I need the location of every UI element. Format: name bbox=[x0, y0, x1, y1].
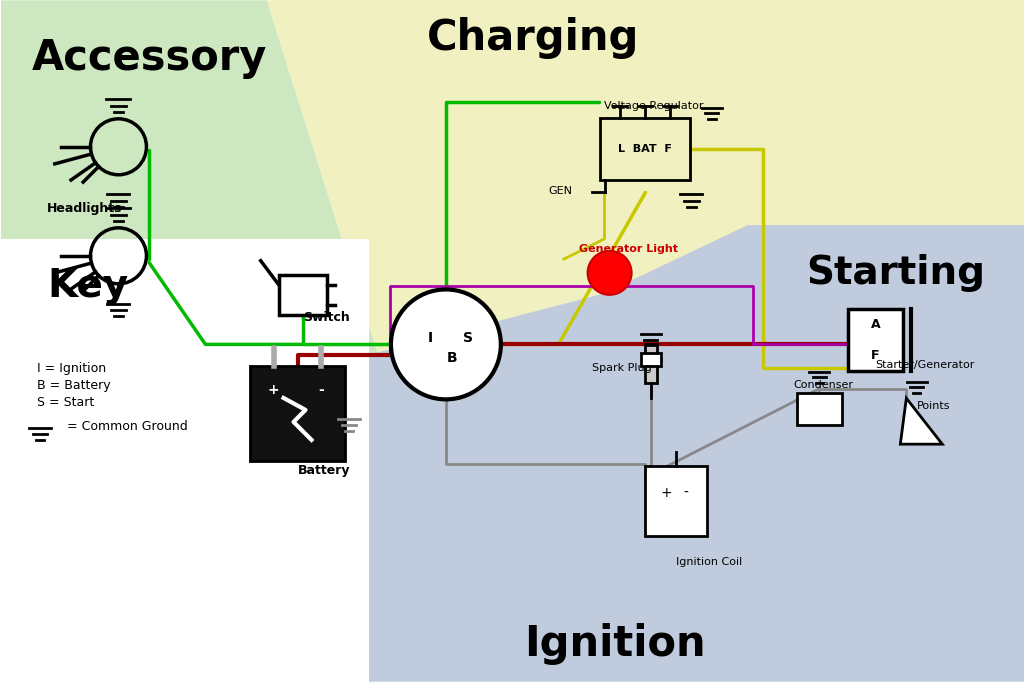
Text: Ignition Coil: Ignition Coil bbox=[676, 557, 742, 567]
Bar bbox=[641, 353, 660, 366]
Bar bbox=[644, 344, 656, 383]
Text: Generator Light: Generator Light bbox=[579, 244, 678, 254]
Text: Spark Plug: Spark Plug bbox=[592, 364, 652, 373]
Text: Battery: Battery bbox=[298, 464, 350, 477]
Text: Accessory: Accessory bbox=[32, 38, 267, 79]
Text: F: F bbox=[871, 349, 880, 361]
Text: = Common Ground: = Common Ground bbox=[68, 419, 188, 432]
Text: Starter/Generator: Starter/Generator bbox=[876, 360, 975, 370]
Text: I: I bbox=[427, 331, 432, 345]
Polygon shape bbox=[1, 239, 369, 682]
Circle shape bbox=[391, 289, 501, 400]
Text: A: A bbox=[870, 318, 881, 331]
Bar bbox=[797, 393, 842, 425]
Text: Condenser: Condenser bbox=[794, 381, 854, 390]
Text: Switch: Switch bbox=[303, 310, 349, 324]
Polygon shape bbox=[267, 0, 1024, 587]
Polygon shape bbox=[900, 398, 942, 444]
Bar bbox=[848, 309, 903, 370]
Bar bbox=[645, 466, 708, 536]
Bar bbox=[600, 118, 690, 180]
Text: S: S bbox=[463, 331, 473, 345]
Text: +: + bbox=[268, 383, 280, 397]
Text: +: + bbox=[660, 486, 672, 500]
Text: B = Battery: B = Battery bbox=[37, 379, 111, 391]
Text: I = Ignition: I = Ignition bbox=[37, 361, 105, 374]
Text: GEN: GEN bbox=[548, 186, 572, 196]
Text: B: B bbox=[446, 351, 457, 366]
Text: Charging: Charging bbox=[427, 17, 639, 59]
Bar bbox=[279, 275, 327, 314]
Polygon shape bbox=[604, 225, 1024, 518]
Text: S = Start: S = Start bbox=[37, 396, 94, 409]
Text: L  BAT  F: L BAT F bbox=[618, 144, 673, 154]
Bar bbox=[250, 366, 345, 462]
Text: -: - bbox=[318, 383, 325, 397]
Text: Ignition: Ignition bbox=[524, 623, 706, 665]
Text: -: - bbox=[684, 486, 688, 500]
Polygon shape bbox=[1, 0, 451, 587]
Text: Headlights: Headlights bbox=[47, 202, 122, 215]
Polygon shape bbox=[1, 225, 1024, 682]
Text: Starting: Starting bbox=[807, 254, 985, 292]
Text: Points: Points bbox=[916, 401, 950, 411]
Text: Voltage Regulator: Voltage Regulator bbox=[604, 101, 703, 111]
Circle shape bbox=[588, 251, 632, 295]
Text: Key: Key bbox=[47, 267, 128, 306]
